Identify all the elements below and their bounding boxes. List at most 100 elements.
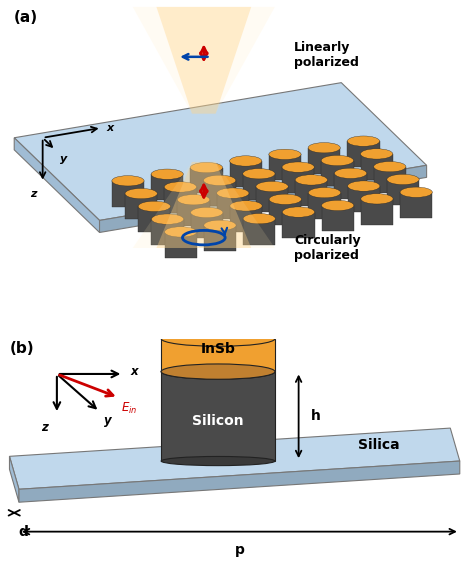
Text: z: z xyxy=(42,421,48,434)
Ellipse shape xyxy=(161,364,275,379)
Polygon shape xyxy=(133,162,275,248)
Polygon shape xyxy=(282,167,314,193)
Polygon shape xyxy=(335,173,367,199)
Ellipse shape xyxy=(125,188,157,199)
Ellipse shape xyxy=(191,162,223,173)
Text: $E_{in}$: $E_{in}$ xyxy=(121,401,137,416)
Polygon shape xyxy=(9,456,19,502)
Text: p: p xyxy=(235,544,244,557)
Ellipse shape xyxy=(400,187,432,197)
Text: y: y xyxy=(104,414,112,427)
Ellipse shape xyxy=(151,169,183,179)
Polygon shape xyxy=(217,193,249,219)
Polygon shape xyxy=(309,193,341,219)
Text: Linearly
polarized: Linearly polarized xyxy=(294,41,359,69)
Polygon shape xyxy=(243,174,275,200)
Polygon shape xyxy=(191,212,223,238)
Text: (a): (a) xyxy=(14,10,38,25)
Polygon shape xyxy=(387,180,419,205)
Polygon shape xyxy=(100,165,427,232)
Polygon shape xyxy=(203,180,236,206)
Polygon shape xyxy=(347,141,380,167)
Polygon shape xyxy=(283,212,315,238)
Text: z: z xyxy=(30,189,36,199)
Ellipse shape xyxy=(112,176,144,186)
Polygon shape xyxy=(204,225,236,251)
Ellipse shape xyxy=(374,161,406,172)
Ellipse shape xyxy=(177,195,210,205)
Text: h: h xyxy=(310,409,320,423)
Polygon shape xyxy=(151,219,183,245)
Ellipse shape xyxy=(295,174,328,185)
Polygon shape xyxy=(9,428,460,489)
Ellipse shape xyxy=(243,214,275,224)
Polygon shape xyxy=(256,187,288,212)
Polygon shape xyxy=(295,180,328,205)
Polygon shape xyxy=(361,199,393,224)
Text: d: d xyxy=(19,525,28,538)
Ellipse shape xyxy=(309,188,341,198)
Ellipse shape xyxy=(283,207,315,217)
Polygon shape xyxy=(112,181,144,207)
Ellipse shape xyxy=(308,142,340,153)
Polygon shape xyxy=(361,154,393,180)
Polygon shape xyxy=(164,187,197,213)
Ellipse shape xyxy=(361,149,393,159)
Text: x: x xyxy=(130,365,138,378)
Polygon shape xyxy=(347,186,380,212)
Ellipse shape xyxy=(269,194,301,204)
Ellipse shape xyxy=(138,201,171,212)
Ellipse shape xyxy=(161,331,275,346)
Ellipse shape xyxy=(282,162,314,172)
Polygon shape xyxy=(321,205,354,231)
Text: Silicon: Silicon xyxy=(192,414,244,428)
Ellipse shape xyxy=(164,182,197,192)
Ellipse shape xyxy=(256,181,288,192)
Polygon shape xyxy=(400,192,432,218)
Polygon shape xyxy=(177,200,210,226)
Polygon shape xyxy=(156,7,251,114)
Ellipse shape xyxy=(387,174,419,185)
Ellipse shape xyxy=(347,136,380,146)
Polygon shape xyxy=(374,166,406,192)
Polygon shape xyxy=(14,83,427,220)
Polygon shape xyxy=(151,174,183,200)
Polygon shape xyxy=(156,162,251,248)
Text: y: y xyxy=(60,154,67,164)
Ellipse shape xyxy=(321,200,354,211)
Polygon shape xyxy=(321,161,354,187)
Polygon shape xyxy=(14,138,100,232)
Polygon shape xyxy=(133,7,275,114)
Polygon shape xyxy=(19,461,460,502)
Polygon shape xyxy=(229,161,262,187)
Text: x: x xyxy=(106,123,113,133)
Polygon shape xyxy=(138,207,171,232)
Ellipse shape xyxy=(361,193,393,204)
Ellipse shape xyxy=(269,149,301,160)
Polygon shape xyxy=(161,339,275,371)
Polygon shape xyxy=(269,154,301,180)
Ellipse shape xyxy=(161,364,275,379)
Polygon shape xyxy=(164,232,197,258)
Text: InSb: InSb xyxy=(201,342,236,355)
Polygon shape xyxy=(230,206,262,232)
Polygon shape xyxy=(161,371,275,461)
Ellipse shape xyxy=(321,156,354,166)
Polygon shape xyxy=(308,148,340,173)
Text: Circularly
polarized: Circularly polarized xyxy=(294,234,361,262)
Ellipse shape xyxy=(217,188,249,198)
Text: Silica: Silica xyxy=(358,437,400,452)
Ellipse shape xyxy=(335,168,367,179)
Ellipse shape xyxy=(203,175,236,185)
Ellipse shape xyxy=(164,227,197,237)
Ellipse shape xyxy=(347,181,380,191)
Ellipse shape xyxy=(229,156,262,166)
Ellipse shape xyxy=(230,201,262,211)
Ellipse shape xyxy=(191,207,223,218)
Polygon shape xyxy=(269,199,301,225)
Polygon shape xyxy=(243,219,275,245)
Ellipse shape xyxy=(161,456,275,466)
Polygon shape xyxy=(125,193,157,219)
Ellipse shape xyxy=(243,169,275,179)
Polygon shape xyxy=(191,168,223,193)
